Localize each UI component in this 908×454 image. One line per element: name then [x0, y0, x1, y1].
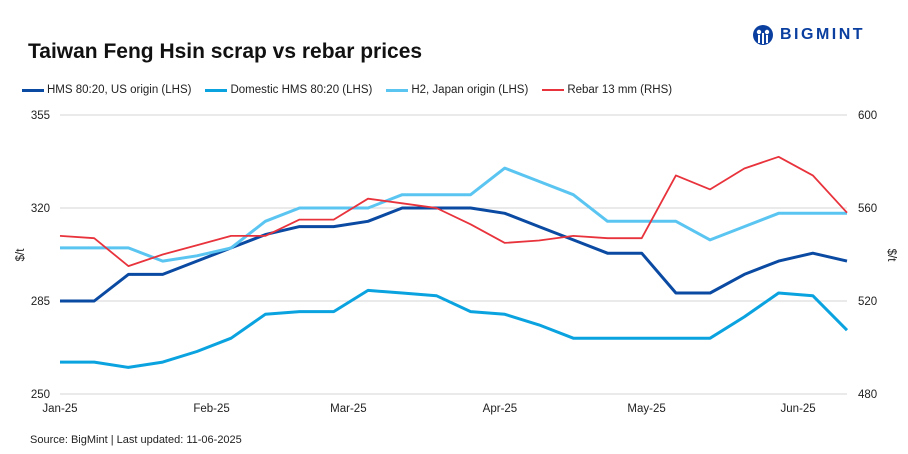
- legend-label: HMS 80:20, US origin (LHS): [47, 84, 192, 96]
- y2-axis-label: $/t: [885, 249, 897, 263]
- legend-label: Rebar 13 mm (RHS): [567, 84, 673, 96]
- logo-globe-icon: [753, 25, 773, 45]
- y2-tick-label: 560: [858, 203, 877, 215]
- series-line-0: [60, 206, 848, 303]
- y-tick-label: 355: [31, 110, 50, 122]
- x-tick-label: Jan-25: [42, 403, 77, 415]
- y-tick-label: 250: [31, 389, 50, 401]
- y-axis-label: $/t: [15, 248, 27, 262]
- x-tick-label: Feb-25: [193, 403, 229, 415]
- x-tick-label: May-25: [627, 403, 665, 415]
- legend-label: H2, Japan origin (LHS): [411, 84, 529, 96]
- x-tick-label: Jun-25: [781, 403, 816, 415]
- logo-text: BIGMINT: [780, 26, 866, 43]
- y2-tick-label: 520: [858, 296, 877, 308]
- legend-swatch: [542, 89, 565, 91]
- legend-item: Rebar 13 mm (RHS): [542, 84, 672, 96]
- legend-label: Domestic HMS 80:20 (LHS): [230, 84, 373, 96]
- series-line-2: [60, 166, 847, 263]
- legend-swatch: [205, 88, 228, 92]
- source-note: Source: BigMint | Last updated: 11-06-20…: [30, 434, 242, 446]
- x-tick-label: Apr-25: [483, 403, 518, 415]
- series-line-3: [59, 155, 848, 268]
- legend-item: HMS 80:20, US origin (LHS): [22, 84, 191, 96]
- chart-title: Taiwan Feng Hsin scrap vs rebar prices: [28, 40, 423, 63]
- legend-item: H2, Japan origin (LHS): [386, 84, 528, 96]
- legend-item: Domestic HMS 80:20 (LHS): [205, 84, 372, 96]
- legend-swatch: [22, 88, 44, 92]
- series-line-1: [60, 288, 849, 369]
- legend: HMS 80:20, US origin (LHS) Domestic HMS 8…: [22, 84, 672, 96]
- legend-swatch: [386, 88, 409, 92]
- y-tick-label: 285: [31, 296, 50, 308]
- bigmint-logo: BIGMINT: [752, 24, 865, 46]
- y2-tick-label: 600: [858, 110, 877, 122]
- x-tick-label: Mar-25: [330, 403, 366, 415]
- y2-tick-label: 480: [858, 389, 877, 401]
- y-tick-label: 320: [31, 203, 50, 215]
